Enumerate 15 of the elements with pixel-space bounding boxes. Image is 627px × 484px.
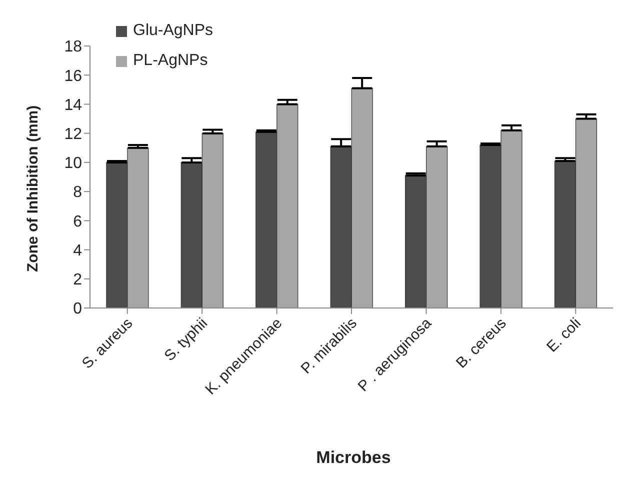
y-tick-label: 4 (73, 242, 82, 260)
y-tick-label: 12 (64, 126, 82, 144)
x-tick-label: E. coli (544, 314, 584, 356)
y-axis-title: Zone of Inhibition (mm) (24, 105, 42, 272)
legend-label: PL-AgNPs (133, 51, 208, 71)
y-tick-label: 18 (64, 38, 82, 56)
y-tick-label: 16 (64, 68, 82, 85)
x-axis-title: Microbes (315, 448, 392, 468)
y-tick-label: 2 (73, 272, 82, 289)
y-tick-label: 10 (64, 155, 82, 172)
y-tick-label: 0 (73, 300, 82, 318)
legend-label: Glu-AgNPs (133, 21, 214, 41)
y-tick-label: 14 (64, 96, 82, 114)
y-tick-label: 6 (73, 213, 82, 230)
y-tick-label: 8 (73, 184, 82, 202)
